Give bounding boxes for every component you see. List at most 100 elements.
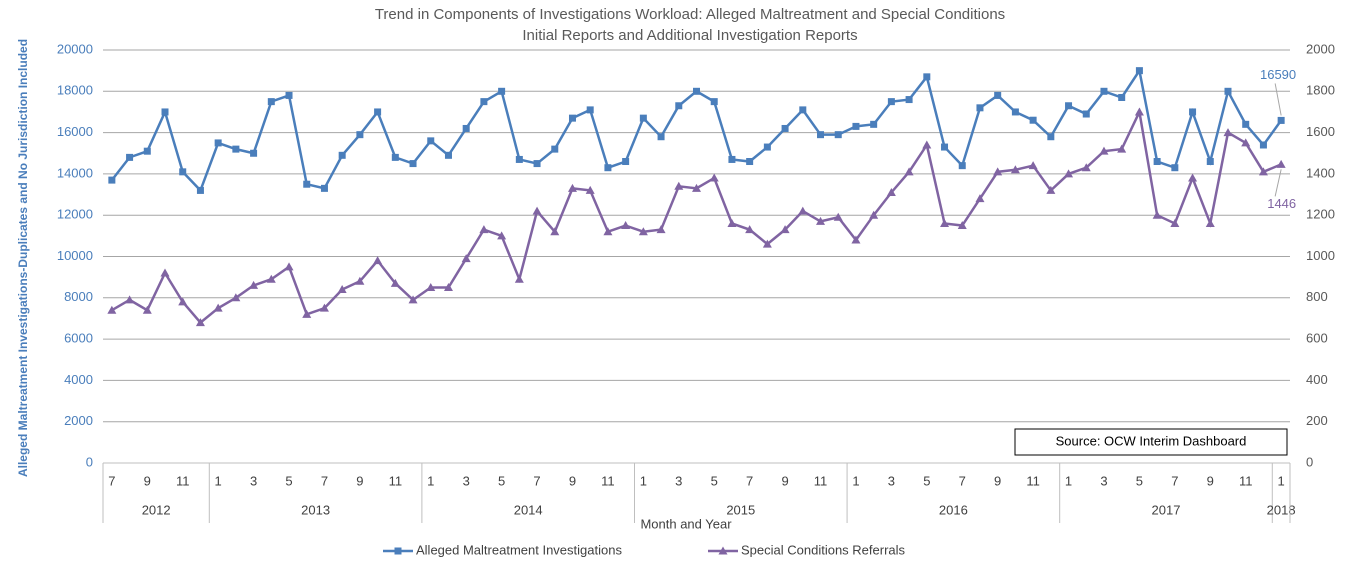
data-point xyxy=(1276,159,1286,168)
data-point xyxy=(1206,158,1214,166)
data-point xyxy=(869,210,879,219)
data-point xyxy=(639,114,647,122)
data-point xyxy=(533,160,541,168)
data-point xyxy=(567,183,577,192)
data-point xyxy=(958,162,966,170)
data-point xyxy=(250,149,258,157)
data-point xyxy=(638,227,648,236)
data-point xyxy=(303,180,311,188)
y2-tick-label: 1200 xyxy=(1306,207,1335,222)
data-point xyxy=(922,140,932,149)
data-label: 1446 xyxy=(1267,196,1296,211)
data-point xyxy=(1011,108,1019,116)
data-point xyxy=(1152,210,1162,219)
series-line xyxy=(111,107,1282,325)
data-point xyxy=(799,106,807,114)
data-point xyxy=(319,303,329,312)
data-point xyxy=(709,173,719,182)
data-point xyxy=(1099,146,1109,155)
data-point xyxy=(904,167,914,176)
x-tick-label: 3 xyxy=(888,473,895,488)
data-point xyxy=(941,143,949,151)
data-point xyxy=(461,254,471,263)
data-point xyxy=(409,160,417,168)
y2-tick-label: 1000 xyxy=(1306,248,1335,263)
x-tick-label: 3 xyxy=(463,473,470,488)
y-tick-label: 14000 xyxy=(57,165,93,180)
data-point xyxy=(427,137,435,145)
data-point xyxy=(1081,163,1091,172)
data-point xyxy=(444,151,452,159)
y-tick-label: 12000 xyxy=(57,207,93,222)
data-point xyxy=(746,158,754,166)
data-point xyxy=(603,227,613,236)
y2-tick-label: 1600 xyxy=(1306,124,1335,139)
data-point xyxy=(1242,120,1250,128)
x-axis-label: Month and Year xyxy=(640,516,732,531)
data-label: 16590 xyxy=(1260,67,1296,82)
data-point xyxy=(426,282,436,291)
data-point xyxy=(1082,110,1090,118)
y2-tick-label: 2000 xyxy=(1306,41,1335,56)
data-point xyxy=(213,303,223,312)
x-tick-label: 7 xyxy=(108,473,115,488)
data-point xyxy=(1153,158,1161,166)
x-tick-label: 1 xyxy=(640,473,647,488)
x-tick-label: 5 xyxy=(285,473,292,488)
label-leader xyxy=(1274,83,1282,116)
data-point xyxy=(249,280,259,289)
data-point xyxy=(780,225,790,234)
x-tick-label: 1 xyxy=(1065,473,1072,488)
data-point xyxy=(179,168,187,176)
y2-tick-label: 400 xyxy=(1306,372,1328,387)
data-point xyxy=(994,91,1002,99)
y-tick-label: 18000 xyxy=(57,83,93,98)
data-point xyxy=(1064,169,1074,178)
x-tick-label: 1 xyxy=(215,473,222,488)
data-point xyxy=(657,133,665,141)
x-tick-label: 11 xyxy=(389,473,403,488)
x-tick-label: 9 xyxy=(569,473,576,488)
y-tick-label: 2000 xyxy=(64,413,93,428)
data-point xyxy=(745,225,755,234)
data-point xyxy=(727,218,737,227)
y-tick-label: 8000 xyxy=(64,289,93,304)
data-point xyxy=(1135,67,1143,75)
data-point xyxy=(374,108,382,116)
legend-marker xyxy=(394,547,402,555)
data-point xyxy=(551,145,559,153)
data-point xyxy=(674,181,684,190)
y-tick-label: 10000 xyxy=(57,248,93,263)
data-point xyxy=(886,187,896,196)
year-label: 2015 xyxy=(726,502,755,517)
data-point xyxy=(870,120,878,128)
y-tick-label: 4000 xyxy=(64,372,93,387)
data-point xyxy=(320,184,328,192)
data-point xyxy=(231,293,241,302)
data-point xyxy=(817,131,825,139)
data-point xyxy=(1224,87,1232,95)
x-tick-label: 7 xyxy=(959,473,966,488)
x-tick-label: 9 xyxy=(781,473,788,488)
data-point xyxy=(940,218,950,227)
data-point xyxy=(443,282,453,291)
data-point xyxy=(108,176,116,184)
data-point xyxy=(391,153,399,161)
data-point xyxy=(1188,173,1198,182)
x-tick-label: 3 xyxy=(250,473,257,488)
data-point xyxy=(266,274,276,283)
data-point xyxy=(692,183,701,192)
data-point xyxy=(178,297,188,306)
data-point xyxy=(975,194,985,203)
y2-tick-label: 1800 xyxy=(1306,83,1335,98)
y2-tick-label: 0 xyxy=(1306,454,1313,469)
data-point xyxy=(1010,165,1020,174)
x-tick-label: 11 xyxy=(1026,473,1040,488)
data-point xyxy=(1134,107,1144,116)
y-tick-label: 6000 xyxy=(64,331,93,346)
data-point xyxy=(1258,167,1268,176)
year-label: 2017 xyxy=(1152,502,1181,517)
data-point xyxy=(675,102,683,110)
data-point xyxy=(355,276,365,285)
